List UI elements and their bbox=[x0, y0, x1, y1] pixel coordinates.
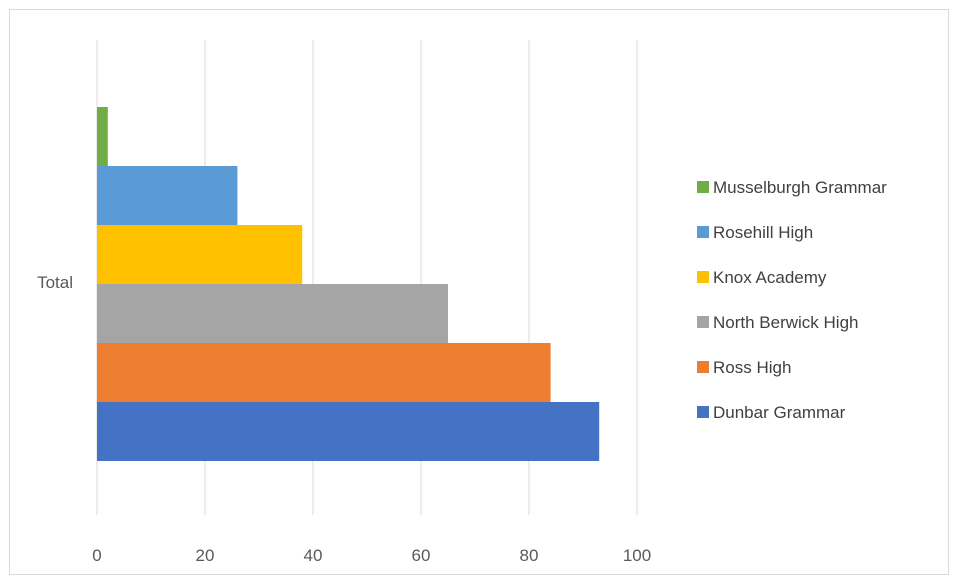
legend: Musselburgh Grammar Rosehill High Knox Aca… bbox=[697, 178, 887, 422]
legend-label-ross-high: Ross High bbox=[713, 358, 791, 377]
legend-label-dunbar-grammar: Dunbar Grammar bbox=[713, 403, 846, 422]
bar-rosehill-high bbox=[97, 166, 238, 225]
legend-swatch-rosehill-high bbox=[697, 226, 709, 238]
bars bbox=[97, 107, 600, 461]
legend-swatch-north-berwick-high bbox=[697, 316, 709, 328]
category-label: Total bbox=[37, 273, 73, 292]
legend-label-knox-academy: Knox Academy bbox=[713, 268, 827, 287]
x-tick-label-80: 80 bbox=[520, 546, 539, 565]
legend-swatch-knox-academy bbox=[697, 271, 709, 283]
legend-swatch-musselburgh-grammar bbox=[697, 181, 709, 193]
legend-swatch-ross-high bbox=[697, 361, 709, 373]
bar-north-berwick-high bbox=[97, 284, 448, 343]
legend-label-rosehill-high: Rosehill High bbox=[713, 223, 813, 242]
bar-ross-high bbox=[97, 343, 551, 402]
bar-dunbar-grammar bbox=[97, 402, 600, 461]
x-tick-label-100: 100 bbox=[623, 546, 651, 565]
x-tick-label-60: 60 bbox=[412, 546, 431, 565]
x-tick-label-0: 0 bbox=[92, 546, 101, 565]
bar-musselburgh-grammar bbox=[97, 107, 108, 166]
legend-label-musselburgh-grammar: Musselburgh Grammar bbox=[713, 178, 887, 197]
bar-knox-academy bbox=[97, 225, 303, 284]
legend-label-north-berwick-high: North Berwick High bbox=[713, 313, 859, 332]
x-tick-label-40: 40 bbox=[304, 546, 323, 565]
x-axis-ticks: 0 20 40 60 80 100 bbox=[92, 546, 651, 565]
x-tick-label-20: 20 bbox=[196, 546, 215, 565]
legend-swatch-dunbar-grammar bbox=[697, 406, 709, 418]
